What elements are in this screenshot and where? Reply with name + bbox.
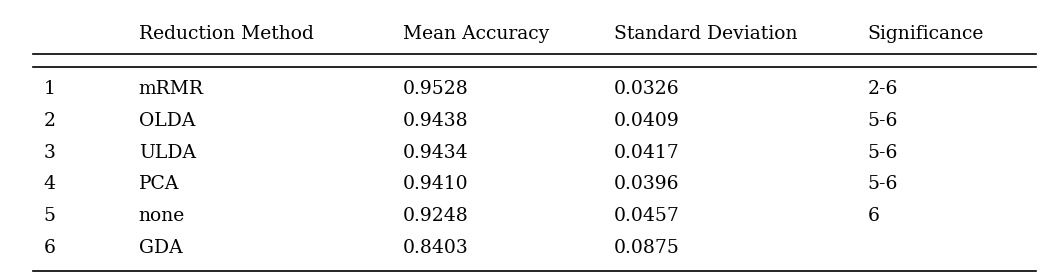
Text: 5-6: 5-6 <box>867 144 898 162</box>
Text: GDA: GDA <box>139 239 182 257</box>
Text: PCA: PCA <box>139 175 179 193</box>
Text: 2-6: 2-6 <box>867 80 898 98</box>
Text: 3: 3 <box>43 144 55 162</box>
Text: 0.9248: 0.9248 <box>402 207 468 225</box>
Text: 0.0396: 0.0396 <box>614 175 680 193</box>
Text: 0.0875: 0.0875 <box>614 239 680 257</box>
Text: Standard Deviation: Standard Deviation <box>614 25 797 43</box>
Text: 0.9410: 0.9410 <box>402 175 468 193</box>
Text: Significance: Significance <box>867 25 984 43</box>
Text: 6: 6 <box>43 239 55 257</box>
Text: 5-6: 5-6 <box>867 112 898 130</box>
Text: 2: 2 <box>43 112 56 130</box>
Text: 0.0409: 0.0409 <box>614 112 680 130</box>
Text: 1: 1 <box>43 80 55 98</box>
Text: 0.8403: 0.8403 <box>402 239 468 257</box>
Text: 0.9528: 0.9528 <box>402 80 468 98</box>
Text: 5-6: 5-6 <box>867 175 898 193</box>
Text: 6: 6 <box>867 207 879 225</box>
Text: ULDA: ULDA <box>139 144 196 162</box>
Text: Reduction Method: Reduction Method <box>139 25 313 43</box>
Text: OLDA: OLDA <box>139 112 195 130</box>
Text: 0.9434: 0.9434 <box>402 144 468 162</box>
Text: 5: 5 <box>43 207 56 225</box>
Text: 0.0457: 0.0457 <box>614 207 680 225</box>
Text: 4: 4 <box>43 175 56 193</box>
Text: Mean Accuracy: Mean Accuracy <box>402 25 549 43</box>
Text: 0.0326: 0.0326 <box>614 80 680 98</box>
Text: mRMR: mRMR <box>139 80 203 98</box>
Text: 0.9438: 0.9438 <box>402 112 468 130</box>
Text: none: none <box>139 207 185 225</box>
Text: 0.0417: 0.0417 <box>614 144 680 162</box>
